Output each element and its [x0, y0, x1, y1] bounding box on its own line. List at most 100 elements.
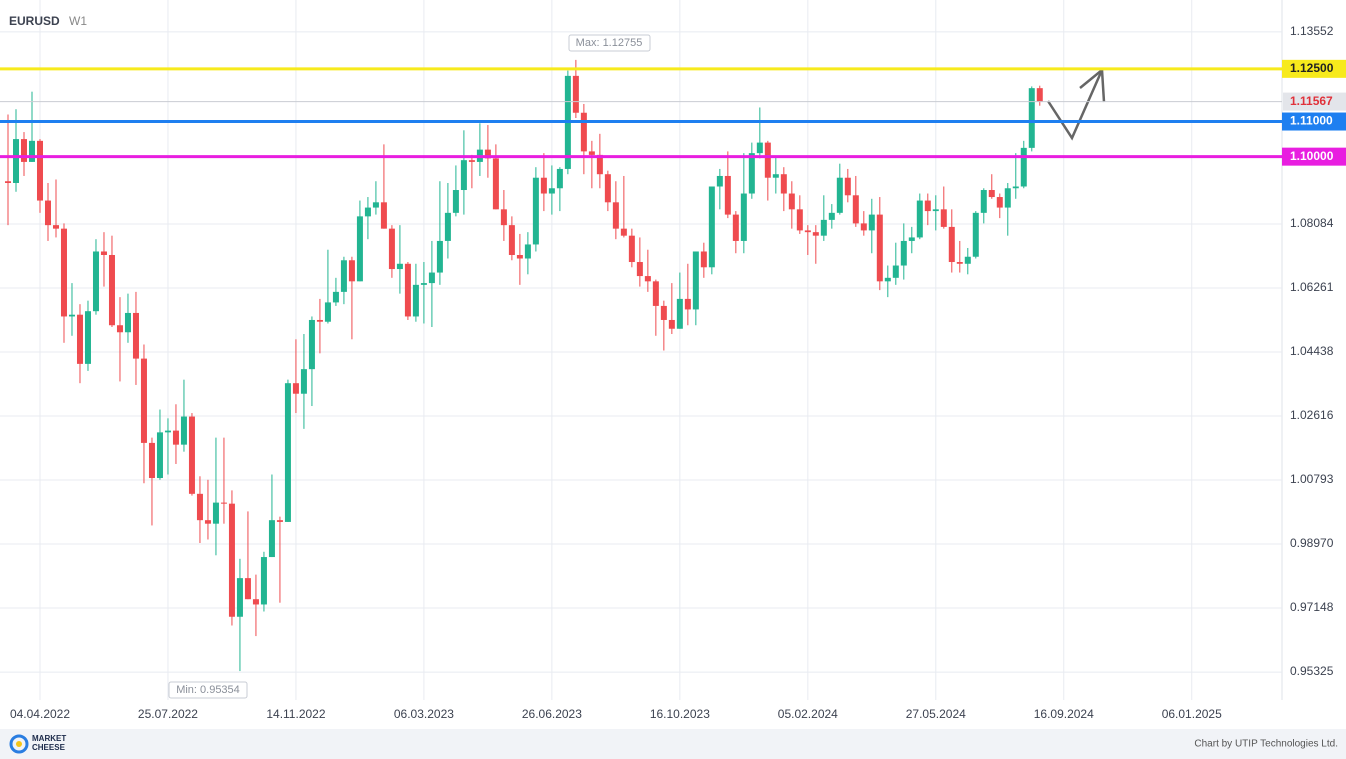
candle-body	[732, 214, 739, 241]
candle-body	[868, 214, 875, 231]
candle-body	[412, 284, 419, 317]
candle-body	[756, 142, 763, 154]
candle-body	[540, 177, 547, 194]
candle-body	[20, 139, 27, 162]
candle-body	[108, 254, 115, 326]
x-tick-label: 06.01.2025	[1162, 707, 1222, 721]
x-tick-label: 06.03.2023	[394, 707, 454, 721]
forecast-arrow	[1046, 69, 1104, 141]
min-box	[168, 681, 248, 699]
candle-body	[52, 225, 59, 229]
candle-body	[516, 254, 523, 259]
y-tick-label: 1.08084	[1290, 216, 1334, 230]
candle-body	[44, 200, 51, 226]
chart-title: EURUSD	[9, 14, 60, 28]
candle-body	[268, 520, 275, 558]
candle-body	[76, 314, 83, 364]
candle-body	[908, 237, 915, 241]
candle-body	[460, 160, 467, 191]
candle-body	[308, 319, 315, 370]
candle-body	[156, 432, 163, 479]
candle-body	[100, 251, 107, 255]
candle-body	[796, 209, 803, 231]
candle-body	[292, 383, 299, 394]
candle-body	[532, 177, 539, 245]
candle-body	[12, 139, 19, 183]
candle-body	[844, 177, 851, 196]
candle-body	[428, 272, 435, 284]
candle-body	[132, 312, 139, 359]
candle-body	[636, 262, 643, 277]
candle-body	[468, 160, 475, 162]
candle-body	[820, 219, 827, 236]
credit: Chart by UTIP Technologies Ltd.	[1194, 739, 1338, 750]
candle-body	[28, 140, 35, 162]
last-price-label: 1.11567	[1290, 94, 1333, 108]
x-tick-label: 25.07.2022	[138, 707, 198, 721]
candle-body	[124, 312, 131, 333]
candle-body	[164, 430, 171, 433]
candle-body	[300, 369, 307, 394]
candle-body	[900, 240, 907, 266]
candle-body	[188, 416, 195, 494]
candle-body	[980, 190, 987, 213]
candle-body	[620, 228, 627, 236]
logo-icon	[9, 734, 29, 754]
level-label: 1.10000	[1290, 149, 1334, 163]
candle-body	[1036, 88, 1043, 102]
candle-body	[948, 226, 955, 263]
candle-body	[628, 235, 635, 263]
x-tick-label: 14.11.2022	[266, 707, 325, 721]
candle-body	[668, 319, 675, 329]
candle-body	[708, 186, 715, 268]
x-tick-label: 05.02.2024	[778, 707, 838, 721]
candle-body	[812, 232, 819, 236]
candle-body	[148, 442, 155, 479]
candle-body	[4, 181, 11, 183]
candle-body	[444, 212, 451, 241]
candle-body	[508, 225, 515, 255]
plot	[4, 59, 1043, 672]
candle-body	[420, 283, 427, 285]
candle-body	[580, 112, 587, 152]
y-tick-label: 1.06261	[1290, 280, 1334, 294]
candle-body	[204, 520, 211, 524]
min-label: Min: 0.95354	[176, 684, 240, 696]
candle-body	[1004, 188, 1011, 208]
candle-body	[940, 209, 947, 227]
x-tick-label: 16.10.2023	[650, 707, 710, 721]
candle-body	[860, 223, 867, 231]
candle-body	[492, 158, 499, 210]
candle-body	[524, 244, 531, 259]
timeframe: W1	[69, 14, 87, 28]
candle-body	[60, 228, 67, 317]
candle-body	[84, 311, 91, 364]
candle-body	[676, 298, 683, 329]
candle-body	[68, 314, 75, 317]
candle-body	[724, 175, 731, 215]
level-box	[1282, 147, 1346, 166]
logo-text: CHEESE	[32, 743, 66, 752]
candle-body	[988, 190, 995, 198]
candle-body	[876, 214, 883, 282]
y-tick-label: 0.95325	[1290, 664, 1334, 678]
candle-body	[212, 502, 219, 524]
candle-body	[684, 298, 691, 310]
last-price-box	[1283, 92, 1346, 111]
candle-body	[372, 202, 379, 208]
candle-body	[276, 520, 283, 522]
candle-body	[388, 228, 395, 270]
candle-body	[852, 195, 859, 224]
candle-body	[260, 557, 267, 605]
candle-body	[116, 325, 123, 333]
candle-body	[436, 240, 443, 273]
candle-body	[556, 168, 563, 189]
y-tick-label: 0.98970	[1290, 536, 1334, 550]
candle-body	[964, 256, 971, 264]
candle-body	[332, 291, 339, 303]
candle-body	[916, 200, 923, 238]
candle-body	[236, 578, 243, 617]
candle-body	[228, 503, 235, 617]
candle-body	[284, 383, 291, 522]
